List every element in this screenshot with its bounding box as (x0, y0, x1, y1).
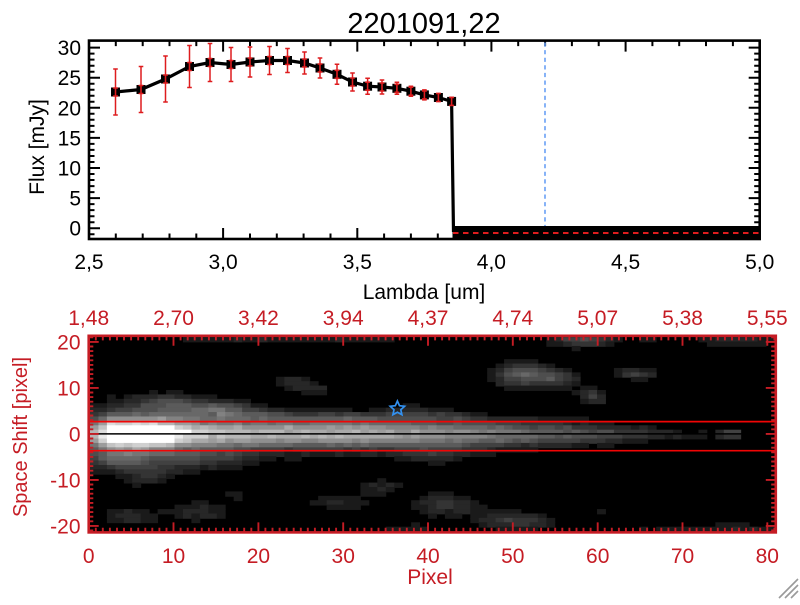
svg-text:-20: -20 (50, 515, 80, 538)
svg-text:3,42: 3,42 (238, 307, 279, 330)
svg-text:25: 25 (58, 67, 81, 90)
svg-text:60: 60 (586, 545, 609, 568)
svg-text:10: 10 (57, 377, 80, 400)
svg-text:5,0: 5,0 (745, 251, 774, 274)
svg-text:5,38: 5,38 (662, 307, 703, 330)
svg-text:2,5: 2,5 (74, 251, 103, 274)
svg-text:Pixel: Pixel (407, 566, 453, 589)
svg-text:4,5: 4,5 (611, 251, 640, 274)
svg-text:3,0: 3,0 (208, 251, 237, 274)
svg-text:10: 10 (58, 158, 81, 181)
svg-text:Space Shift [pixel]: Space Shift [pixel] (10, 357, 32, 517)
svg-text:70: 70 (671, 545, 694, 568)
svg-text:1,48: 1,48 (68, 307, 109, 330)
svg-text:40: 40 (416, 545, 439, 568)
svg-text:0: 0 (83, 545, 95, 568)
svg-text:30: 30 (332, 545, 355, 568)
svg-text:3,94: 3,94 (323, 307, 364, 330)
svg-text:5: 5 (69, 188, 81, 211)
svg-text:30: 30 (58, 37, 81, 60)
svg-text:4,0: 4,0 (477, 251, 506, 274)
svg-text:0: 0 (69, 423, 81, 446)
svg-text:4,37: 4,37 (408, 307, 449, 330)
svg-text:2,70: 2,70 (153, 307, 194, 330)
svg-text:15: 15 (58, 127, 81, 150)
svg-text:Flux [mJy]: Flux [mJy] (26, 99, 49, 195)
svg-text:5,07: 5,07 (577, 307, 618, 330)
svg-text:50: 50 (501, 545, 524, 568)
svg-text:Lambda [um]: Lambda [um] (363, 281, 486, 304)
svg-text:20: 20 (247, 545, 270, 568)
svg-text:0: 0 (69, 218, 81, 241)
svg-text:20: 20 (57, 331, 80, 354)
svg-text:10: 10 (162, 545, 185, 568)
svg-text:-10: -10 (50, 469, 80, 492)
svg-text:80: 80 (756, 545, 779, 568)
svg-text:20: 20 (58, 97, 81, 120)
svg-text:4,74: 4,74 (492, 307, 533, 330)
svg-text:3,5: 3,5 (343, 251, 372, 274)
svg-text:5,55: 5,55 (747, 307, 788, 330)
svg-text:2201091,22: 2201091,22 (347, 8, 500, 40)
